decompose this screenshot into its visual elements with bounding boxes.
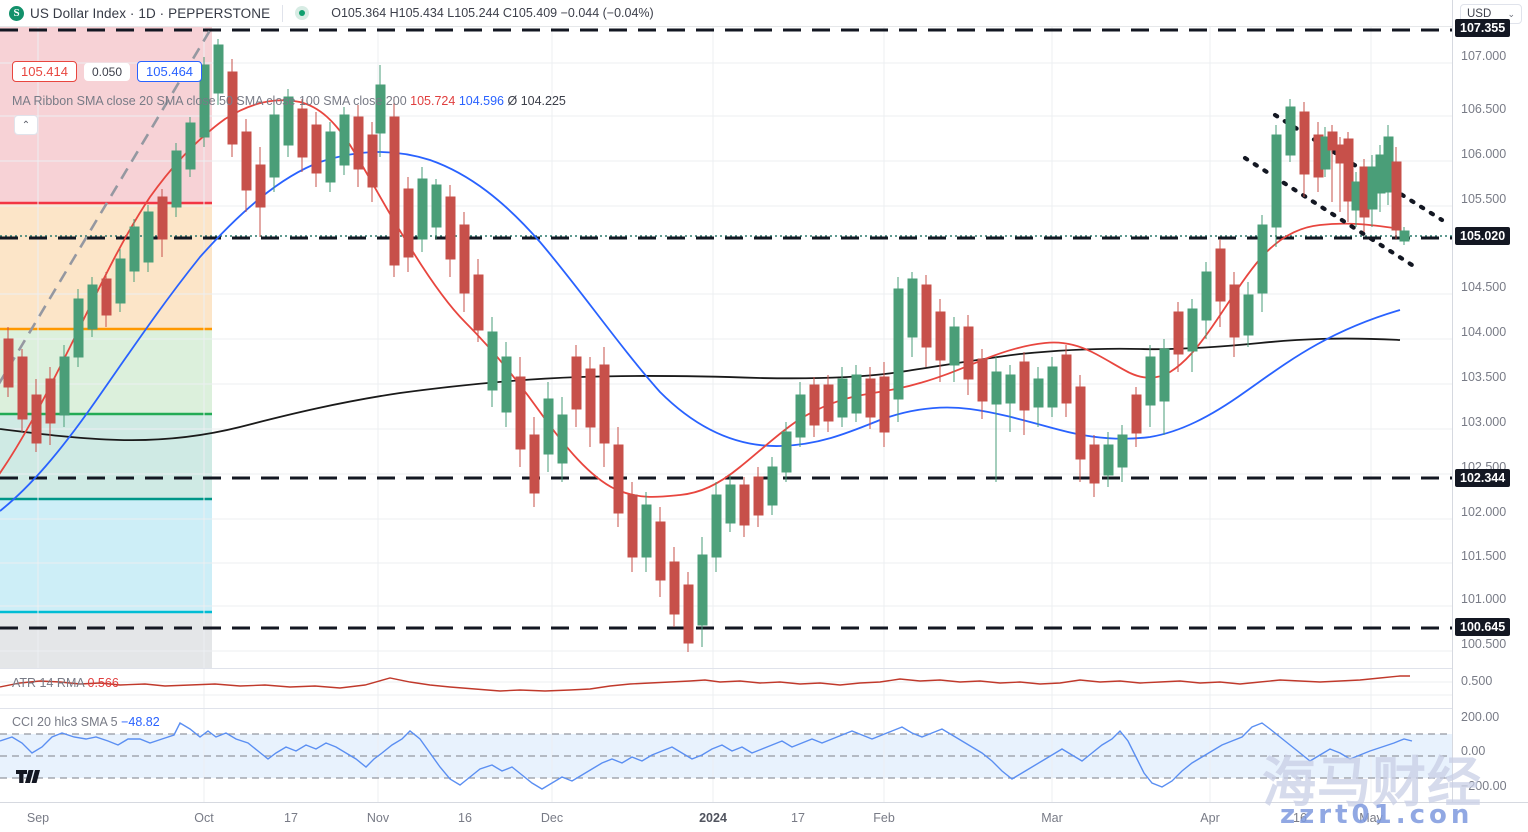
time-tick: Nov: [366, 811, 390, 825]
time-tick: Oct: [194, 811, 214, 825]
main-price-pane[interactable]: 105.414 0.050 105.464 MA Ribbon SMA clos…: [0, 27, 1452, 668]
time-tick: 2024: [699, 811, 727, 825]
high-price-chip[interactable]: 105.464: [137, 61, 203, 82]
chevron-down-icon: ⌄: [1507, 8, 1515, 19]
price-tick: 102.000: [1461, 505, 1507, 519]
ohlc-values: O105.364 H105.434 L105.244 C105.409 −0.0…: [331, 6, 654, 20]
price-tick: 105.500: [1461, 192, 1507, 206]
price-tick: 106.500: [1461, 102, 1507, 116]
collapse-pane-button[interactable]: ⌃: [14, 115, 38, 135]
sma-50-line: [0, 151, 1401, 512]
time-tick: 16: [458, 811, 472, 825]
price-tick: 103.000: [1461, 415, 1507, 429]
zone-bands: [0, 27, 212, 668]
vertical-gridlines: [37, 27, 1372, 668]
atr-line: [0, 675, 1410, 692]
ascending-trendline[interactable]: [0, 27, 214, 402]
price-tick: −200.00: [1461, 779, 1507, 793]
price-tick: 104.000: [1461, 325, 1507, 339]
time-tick: Apr: [1200, 811, 1220, 825]
price-tick: 200.00: [1461, 710, 1500, 724]
watermark-chinese: 海马财经: [1262, 751, 1482, 814]
price-tick: 101.000: [1461, 592, 1507, 606]
market-status-icon: [295, 6, 310, 20]
price-highlight-label: 105.020: [1455, 227, 1511, 245]
atr-indicator-pane[interactable]: ATR 14 RMA 0.566: [0, 668, 1452, 708]
price-tick: 104.500: [1461, 280, 1507, 294]
price-tick: 101.500: [1461, 549, 1507, 563]
price-tick: 0.500: [1461, 674, 1493, 688]
time-tick: Sep: [26, 811, 50, 825]
price-tick: 0.00: [1461, 744, 1486, 758]
price-tick: 103.500: [1461, 370, 1507, 384]
price-scale[interactable]: USD ⌄ 107.000 106.500 106.000 105.500 104.50…: [1452, 0, 1528, 832]
price-tick: 106.000: [1461, 147, 1507, 161]
atr-vertical-gridlines: [203, 669, 1372, 708]
watermark-domain: zzrt01.con: [1280, 800, 1474, 830]
low-price-chip[interactable]: 105.414: [12, 61, 77, 82]
time-tick: Mar: [1041, 811, 1063, 825]
symbol-logo-icon: S: [9, 5, 24, 21]
time-tick: Dec: [540, 811, 564, 825]
spread-value: 0.050: [84, 62, 131, 81]
chevron-up-icon: ⌃: [21, 119, 31, 131]
price-highlight-label: 100.645: [1455, 618, 1511, 636]
time-tick: 17: [284, 811, 298, 825]
cci-indicator-pane[interactable]: CCI 20 hlc3 SMA 5 −48.82: [0, 708, 1452, 802]
cci-level-lines: [0, 733, 1452, 779]
sma-20-line: [0, 99, 1401, 498]
time-tick: Feb: [873, 811, 895, 825]
time-tick: May: [1359, 811, 1383, 825]
candlestick-series: [3, 39, 1410, 652]
time-tick: 16: [1293, 811, 1307, 825]
price-range-chips: 105.414 0.050 105.464: [12, 61, 203, 82]
price-highlight-label: 102.344: [1455, 469, 1511, 487]
symbol-legend-bar: S US Dollar Index · 1D · PEPPERSTONE O10…: [0, 0, 1452, 27]
time-tick: 17: [791, 811, 805, 825]
price-tick: 100.500: [1461, 637, 1507, 651]
symbol-title[interactable]: US Dollar Index · 1D · PEPPERSTONE: [30, 5, 271, 21]
time-axis[interactable]: Sep Oct 17 Nov 16 Dec 2024 17 Feb Mar Apr 16 May: [0, 802, 1528, 832]
price-highlight-label: 107.355: [1455, 19, 1511, 37]
price-tick: 107.000: [1461, 49, 1507, 63]
currency-label: USD: [1467, 8, 1492, 20]
tradingview-logo-icon[interactable]: [16, 770, 46, 788]
cci-line: [0, 722, 1413, 790]
legend-divider: [282, 4, 284, 22]
